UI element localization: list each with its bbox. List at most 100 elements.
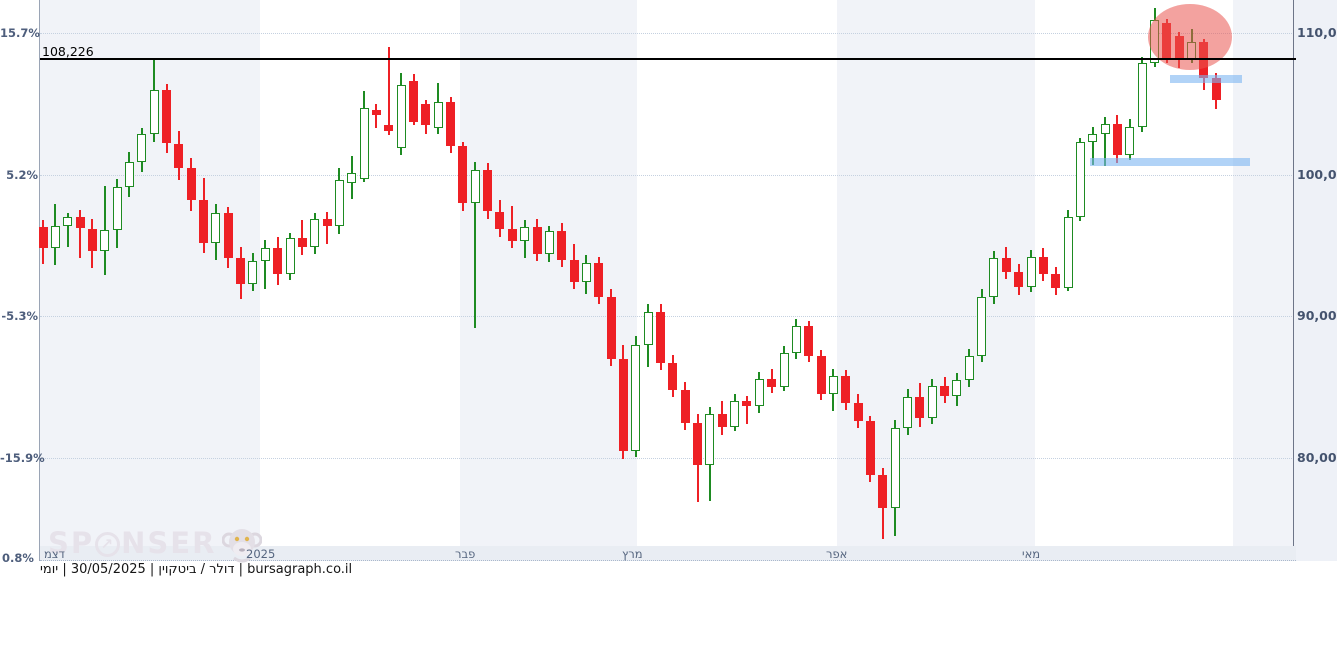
candle-body <box>297 238 307 247</box>
candle-body <box>520 227 530 242</box>
candle-body <box>334 180 344 226</box>
candle-body <box>248 261 258 284</box>
candle-body <box>285 238 295 274</box>
candle-wick <box>511 205 514 249</box>
candle-body <box>359 108 369 179</box>
watermark-text-left: SP <box>48 526 95 560</box>
candle-body <box>310 218 320 247</box>
highlight-circle-annotation <box>1148 4 1232 70</box>
candle-body <box>940 385 950 396</box>
month-band <box>460 0 637 546</box>
candle-body <box>779 353 789 388</box>
reference-line-label: 108,226 <box>42 44 94 59</box>
candle-body <box>199 200 209 243</box>
x-axis-month-label: פבר <box>455 547 476 561</box>
horizontal-gridline <box>40 316 1294 318</box>
x-axis-month-label: מרץ <box>622 547 643 561</box>
candle-body <box>421 103 431 126</box>
candle-body <box>656 312 665 364</box>
candle-body <box>767 378 777 388</box>
candle-body <box>347 173 357 184</box>
candle-body <box>1026 256 1036 287</box>
candle-body <box>865 421 875 475</box>
candle-body <box>458 146 468 203</box>
plot-right-border <box>1293 0 1294 561</box>
watermark-text-right: NSER <box>121 526 217 560</box>
support-zone-annotation <box>1170 75 1242 83</box>
percent-axis-label: -15.9% <box>0 451 45 465</box>
candle-body <box>1075 142 1085 218</box>
month-band <box>637 0 837 546</box>
candle-body <box>507 228 517 242</box>
month-band <box>40 0 260 546</box>
x-axis-strip <box>40 546 1296 561</box>
x-axis-month-label: דצמ <box>44 547 65 561</box>
trend-arrow-icon: ↗ <box>95 531 121 557</box>
percent-axis-label: 15.7% <box>0 26 40 40</box>
candle-body <box>618 358 628 451</box>
candle-body <box>631 344 641 451</box>
candle-body <box>384 125 394 131</box>
candle-body <box>124 161 134 188</box>
monkey-logo-icon <box>222 529 263 563</box>
footer-caption: bursagraph.co.il | דולר / ביטקוין | 30/0… <box>40 562 353 577</box>
candle-body <box>742 401 752 406</box>
candle-body <box>791 326 801 354</box>
x-axis-month-label: מאי <box>1022 547 1041 561</box>
sponser-watermark: SP ↗ NSER <box>48 524 263 563</box>
candle-body <box>754 378 764 406</box>
candle-body <box>446 102 456 147</box>
candle-body <box>816 356 826 395</box>
candle-body <box>643 312 653 345</box>
candle-body <box>260 248 270 262</box>
candle-body <box>964 356 974 381</box>
month-band <box>1233 0 1293 546</box>
candle-body <box>38 227 48 249</box>
candle-wick <box>474 161 477 328</box>
candle-body <box>483 170 493 212</box>
candle-body <box>557 231 567 260</box>
candle-wick <box>79 210 82 259</box>
candle-body <box>186 167 196 201</box>
candle-body <box>1014 272 1024 287</box>
candle-body <box>594 262 604 297</box>
candle-body <box>581 262 591 283</box>
candle-body <box>100 229 110 252</box>
candle-body <box>50 225 60 249</box>
candle-wick <box>264 239 267 290</box>
candle-body <box>915 397 925 419</box>
candle-wick <box>1091 126 1094 165</box>
candle-body <box>841 375 851 403</box>
x-axis-month-label: אפר <box>826 547 848 561</box>
candle-body <box>1137 62 1147 127</box>
candle-body <box>977 296 987 356</box>
candle-body <box>705 414 715 466</box>
candle-body <box>1088 133 1098 143</box>
candle-body <box>804 326 814 356</box>
candle-body <box>544 231 554 254</box>
candle-body <box>396 85 406 148</box>
right-axis-panel <box>1294 0 1337 561</box>
candle-body <box>952 380 962 396</box>
bottom-left-percent-label: 0.8% <box>2 551 34 565</box>
candle-wick <box>301 220 304 256</box>
candle-body <box>371 109 381 116</box>
plot-left-border <box>39 0 40 561</box>
candle-body <box>890 428 900 508</box>
price-axis-label: 110,000 <box>1297 25 1337 40</box>
candle-body <box>1063 217 1073 288</box>
candle-body <box>75 217 85 229</box>
candle-body <box>236 258 246 284</box>
candle-body <box>680 390 690 423</box>
candle-body <box>211 212 221 243</box>
candle-body <box>470 170 480 203</box>
candle-body <box>162 89 171 144</box>
horizontal-gridline <box>40 458 1294 459</box>
candle-body <box>730 401 740 427</box>
price-axis-label: 100,000 <box>1297 166 1337 182</box>
horizontal-gridline <box>40 33 1294 34</box>
candle-body <box>853 402 863 422</box>
candle-body <box>112 187 122 230</box>
